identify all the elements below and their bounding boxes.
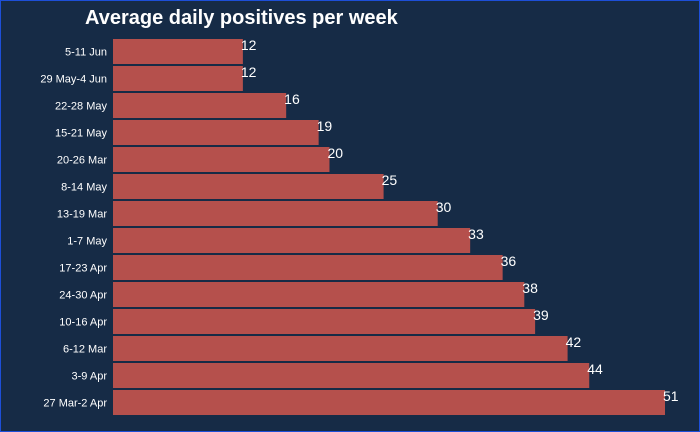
bar-4 (113, 147, 330, 172)
category-label: 27 Mar-2 Apr (43, 398, 107, 410)
bar-6 (113, 201, 438, 226)
category-label: 6-12 Mar (63, 344, 107, 356)
category-label: 17-23 Apr (59, 263, 107, 275)
chart-title: Average daily positives per week (85, 7, 398, 29)
category-label: 13-19 Mar (57, 209, 107, 221)
value-label: 25 (382, 172, 398, 188)
value-label: 30 (436, 199, 452, 215)
category-label: 20-26 Mar (57, 155, 107, 167)
category-label: 24-30 Apr (59, 290, 107, 302)
bar-2 (113, 93, 287, 118)
bar-5 (113, 174, 384, 199)
value-label: 33 (468, 226, 484, 242)
category-label: 8-14 May (61, 182, 107, 194)
value-label: 39 (533, 307, 549, 323)
bar-1 (113, 66, 243, 91)
bar-0 (113, 39, 243, 64)
value-label: 19 (317, 118, 333, 134)
value-label: 12 (241, 64, 257, 80)
bar-3 (113, 120, 319, 145)
category-label: 3-9 Apr (72, 371, 108, 383)
bar-10 (113, 309, 536, 334)
bar-13 (113, 390, 665, 415)
category-label: 1-7 May (67, 236, 107, 248)
value-label: 20 (327, 145, 343, 161)
category-label: 15-21 May (55, 128, 107, 140)
bar-11 (113, 336, 568, 361)
bar-12 (113, 363, 590, 388)
value-label: 51 (663, 388, 679, 404)
bar-7 (113, 228, 471, 253)
value-label: 16 (284, 91, 300, 107)
value-label: 42 (566, 334, 582, 350)
bar-9 (113, 282, 525, 307)
bar-8 (113, 255, 503, 280)
category-label: 29 May-4 Jun (40, 74, 107, 86)
category-label: 10-16 Apr (59, 317, 107, 329)
value-label: 12 (241, 37, 257, 53)
value-label: 38 (522, 280, 538, 296)
value-label: 36 (501, 253, 517, 269)
value-label: 44 (587, 361, 603, 377)
category-label: 5-11 Jun (65, 47, 107, 59)
category-label: 22-28 May (55, 101, 107, 113)
